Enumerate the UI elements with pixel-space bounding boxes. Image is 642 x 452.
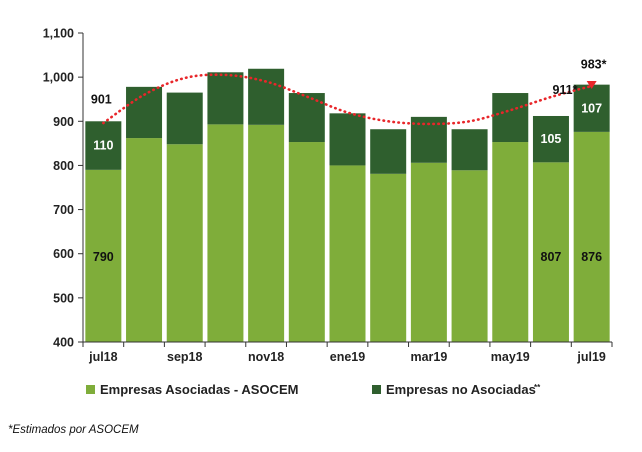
legend-superscript: ** bbox=[534, 383, 541, 392]
x-tick-label: nov18 bbox=[248, 350, 284, 364]
data-labels: 901 911* 983* 110 105 107 790 807 876 bbox=[91, 58, 607, 264]
bars bbox=[85, 68, 610, 343]
legend: Empresas Asociadas - ASOCEM Empresas no A… bbox=[86, 382, 541, 397]
total-label: 911* bbox=[552, 83, 577, 97]
legend-label: Empresas no Asociadas bbox=[386, 382, 536, 397]
bar-no-asociadas bbox=[573, 84, 610, 132]
y-tick-label: 1,100 bbox=[43, 27, 74, 41]
bar-asociadas bbox=[85, 169, 122, 342]
y-tick-label: 500 bbox=[53, 291, 74, 305]
bar-no-asociadas bbox=[288, 93, 325, 143]
no-asociadas-value-label: 105 bbox=[541, 132, 562, 146]
bar-no-asociadas bbox=[492, 93, 529, 143]
no-asociadas-value-label: 110 bbox=[93, 139, 113, 153]
bar-no-asociadas bbox=[207, 72, 244, 125]
bar-asociadas bbox=[451, 170, 488, 342]
bar-asociadas bbox=[573, 131, 610, 342]
x-tick-label: may19 bbox=[491, 350, 530, 364]
x-tick-label: ene19 bbox=[330, 350, 365, 364]
bar-asociadas bbox=[410, 162, 447, 342]
y-tick-label: 400 bbox=[53, 336, 74, 350]
asociadas-value-label: 790 bbox=[93, 250, 114, 264]
bar-asociadas bbox=[166, 144, 203, 342]
bar-no-asociadas bbox=[451, 129, 488, 171]
legend-swatch bbox=[372, 385, 381, 394]
total-label: 901 bbox=[91, 92, 112, 106]
y-tick-label: 600 bbox=[53, 247, 74, 261]
bar-no-asociadas bbox=[85, 121, 122, 170]
asociadas-value-label: 876 bbox=[581, 250, 602, 264]
x-tick-label: mar19 bbox=[410, 350, 447, 364]
no-asociadas-value-label: 107 bbox=[581, 101, 602, 115]
bar-asociadas bbox=[288, 142, 325, 342]
x-axis: jul18 sep18 nov18 ene19 mar19 may19 jul19 bbox=[82, 341, 613, 364]
footnote: *Estimados por ASOCEM bbox=[8, 424, 139, 436]
bar-no-asociadas bbox=[248, 68, 285, 125]
y-tick-label: 900 bbox=[53, 115, 74, 129]
legend-swatch bbox=[86, 385, 95, 394]
bar-no-asociadas bbox=[532, 115, 569, 163]
bar-asociadas bbox=[126, 138, 163, 342]
bar-asociadas bbox=[532, 162, 569, 342]
x-tick-label: jul18 bbox=[88, 350, 118, 364]
trend-arrowhead bbox=[586, 80, 597, 89]
legend-label: Empresas Asociadas - ASOCEM bbox=[100, 382, 298, 397]
y-tick-label: 800 bbox=[53, 159, 74, 173]
bar-no-asociadas bbox=[329, 113, 366, 166]
y-tick-label: 700 bbox=[53, 203, 74, 217]
trend-line bbox=[102, 73, 597, 126]
x-tick-label: jul19 bbox=[576, 350, 606, 364]
bar-no-asociadas bbox=[370, 129, 407, 174]
bar-asociadas bbox=[370, 173, 407, 342]
bar-asociadas bbox=[248, 124, 285, 343]
bar-no-asociadas bbox=[166, 92, 203, 145]
bar-asociadas bbox=[329, 165, 366, 342]
y-axis: 400 500 600 700 800 900 1,000 1,100 bbox=[43, 27, 84, 350]
total-label: 983* bbox=[581, 58, 607, 72]
asociadas-value-label: 807 bbox=[541, 250, 562, 264]
y-tick-label: 1,000 bbox=[43, 71, 74, 85]
bar-asociadas bbox=[492, 142, 529, 342]
bar-asociadas bbox=[207, 124, 244, 342]
x-tick-label: sep18 bbox=[167, 350, 202, 364]
